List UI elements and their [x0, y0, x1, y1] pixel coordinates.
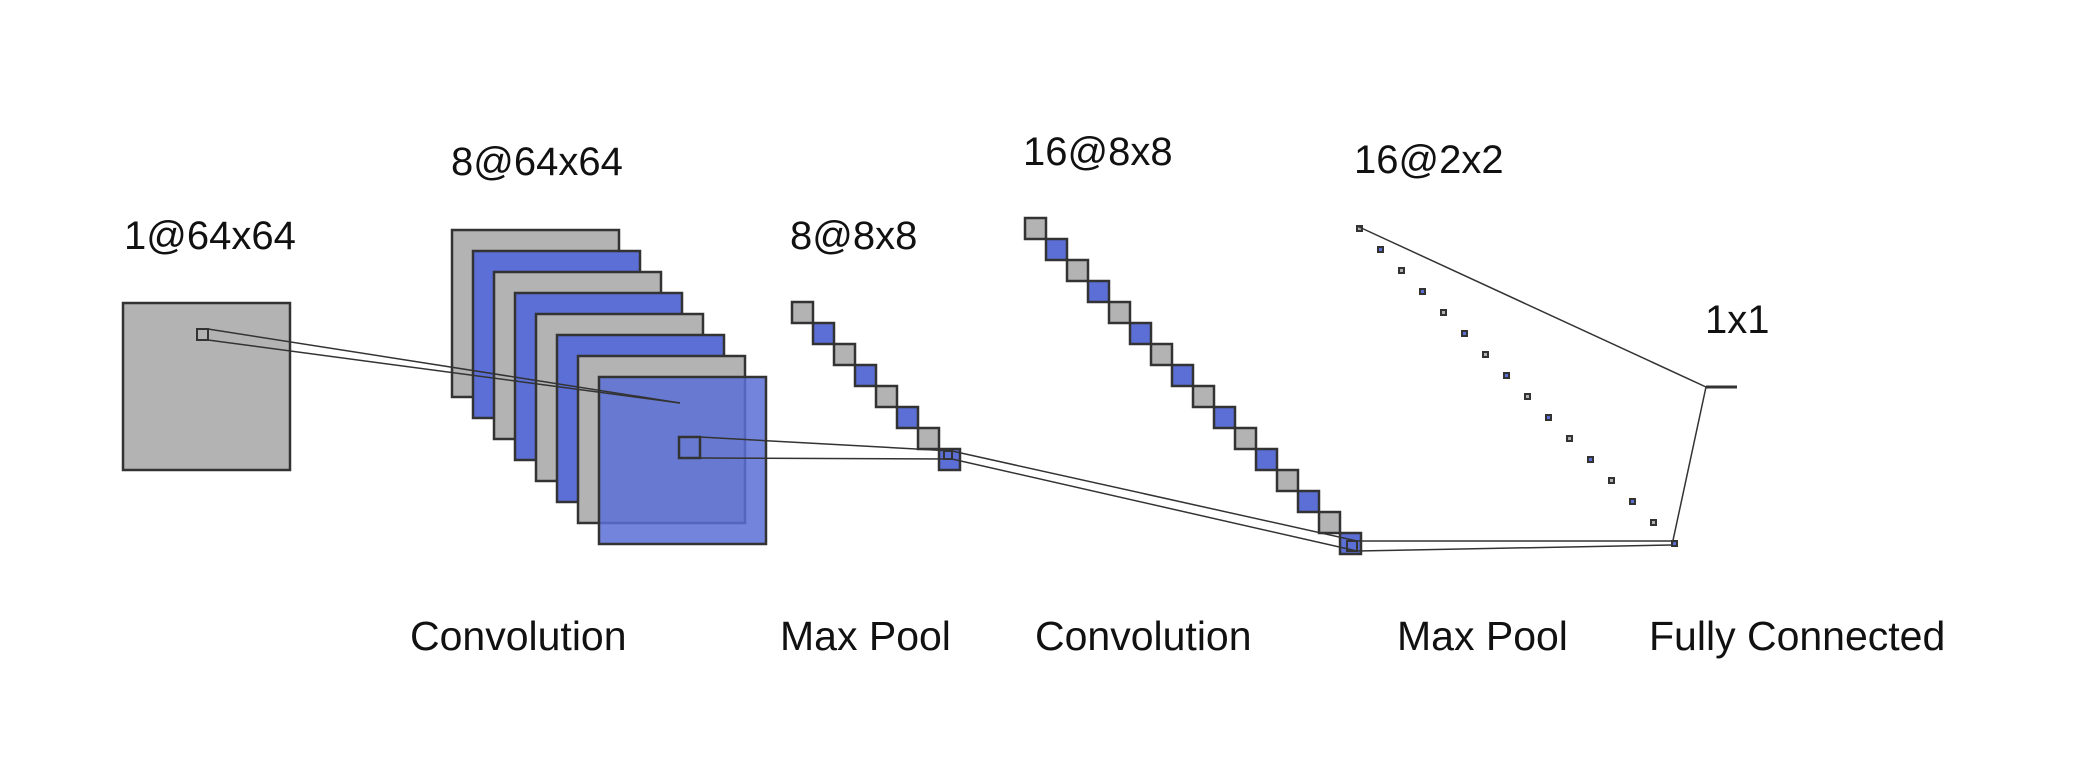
op-label-max-pool-1: Max Pool [780, 613, 951, 659]
conv2-feature-map [1212, 405, 1237, 430]
pool2-feature-map [1440, 309, 1447, 316]
conv2-feature-map [1149, 342, 1174, 367]
connection-line [699, 457, 953, 460]
connection-line [951, 450, 1358, 542]
pool1-feature-map [916, 426, 941, 451]
conv2-feature-map [1023, 216, 1048, 241]
conv1-receptive-field [677, 435, 702, 460]
pool1-feature-map [853, 363, 878, 388]
connection-line [951, 458, 1358, 552]
conv2-feature-map [1170, 363, 1195, 388]
op-label-fully-connected: Fully Connected [1649, 613, 1946, 659]
conv2-feature-map [1086, 279, 1111, 304]
feature-map-shapes [121, 216, 1737, 556]
pool1-feature-map [895, 405, 920, 430]
connection-line [1671, 386, 1707, 546]
pool2-feature-map [1608, 477, 1615, 484]
pool2-feature-map [1566, 435, 1573, 442]
connection-line [207, 328, 681, 404]
layer-label-pool1: 8@8x8 [790, 214, 918, 258]
connection-line [1356, 225, 1707, 388]
conv2-feature-map [1275, 468, 1300, 493]
connection-line [699, 436, 953, 452]
conv2-feature-map [1128, 321, 1153, 346]
layer-label-pool2: 16@2x2 [1354, 138, 1504, 182]
pool2-feature-map [1650, 519, 1657, 526]
conv2-feature-map [1296, 489, 1321, 514]
layer-label-output: 1x1 [1705, 298, 1770, 342]
pool2-feature-map [1461, 330, 1468, 337]
input-feature-map [121, 301, 292, 472]
conv2-feature-map [1191, 384, 1216, 409]
pool2-feature-map [1482, 351, 1489, 358]
input-receptive-field [196, 328, 209, 341]
op-label-convolution-1: Convolution [410, 613, 627, 659]
layer-label-input: 1@64x64 [124, 214, 296, 258]
pool1-feature-map [811, 321, 836, 346]
conv2-feature-map [1317, 510, 1342, 535]
layer-label-conv1: 8@64x64 [451, 140, 623, 184]
pool1-feature-map [874, 384, 899, 409]
conv2-receptive-field [1346, 540, 1358, 552]
pool2-feature-map [1545, 414, 1552, 421]
pool2-feature-map [1377, 246, 1384, 253]
pool2-feature-map [1419, 288, 1426, 295]
op-label-max-pool-2: Max Pool [1397, 613, 1568, 659]
conv2-feature-map [1065, 258, 1090, 283]
pool1-feature-map [790, 300, 815, 325]
conv2-feature-map [1254, 447, 1279, 472]
conv2-feature-map [1233, 426, 1258, 451]
pool2-feature-map [1398, 267, 1405, 274]
layer-label-conv2: 16@8x8 [1023, 130, 1173, 174]
connection-lines [207, 225, 1707, 552]
conv2-feature-map [1044, 237, 1069, 262]
pool1-feature-map [832, 342, 857, 367]
conv1-feature-map [597, 375, 768, 546]
connection-line [207, 339, 681, 404]
pool2-feature-map [1524, 393, 1531, 400]
conv2-feature-map [1107, 300, 1132, 325]
pool2-feature-map [1629, 498, 1636, 505]
pool2-feature-map [1503, 372, 1510, 379]
connection-line [1356, 544, 1673, 552]
op-label-convolution-2: Convolution [1035, 613, 1252, 659]
pool2-feature-map [1587, 456, 1594, 463]
